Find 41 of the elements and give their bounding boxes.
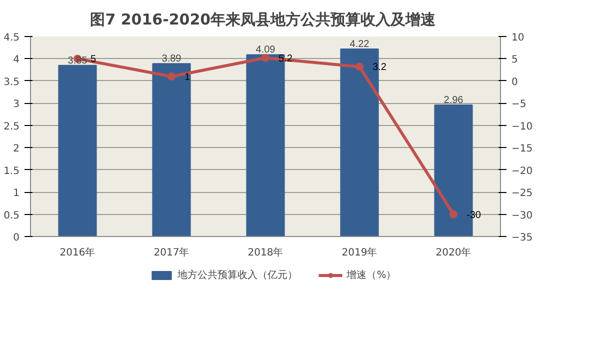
bar [152,63,191,236]
point [450,210,458,218]
legend-label: 地方公共预算收入（亿元） [178,268,298,282]
y-tick-label: 3 [13,99,20,110]
y2-tick-label: −5 [512,99,526,110]
y2-tick-label: −30 [512,210,533,222]
legend-label: 增速（%） [346,268,396,282]
y2-tick-label: −20 [512,166,533,177]
y2-tick-label: −25 [512,188,533,200]
data-label: 5 [90,54,96,66]
data-label: 4.09 [256,44,276,56]
bar [58,64,97,236]
y2-tick-label: 10 [512,32,524,44]
y-tick-label: 2 [13,144,20,155]
data-label: 4.22 [350,38,370,50]
y-tick-label: 1.5 [4,166,20,177]
data-label: -30 [466,210,482,221]
y-tick-label: 4 [13,54,20,66]
x-tick-label: 2016年 [60,246,96,258]
y2-tick-label: −15 [512,144,533,155]
y-tick-label: 1 [13,188,20,200]
y2-tick-label: 0 [512,76,518,88]
chart-title: 图7 2016-2020年来凤县地方公共预算收入及增速 [90,10,437,28]
x-tick-label: 2018年 [248,246,284,258]
y2-tick-label: −35 [512,232,533,244]
y-tick-label: 3.5 [4,76,20,88]
data-label: 1 [184,72,190,83]
data-label: 3.89 [162,54,182,65]
y-tick-label: 4.5 [4,32,20,44]
y-tick-label: 2.5 [4,121,20,132]
y2-tick-label: −10 [512,121,533,132]
y-tick-label: 0.5 [4,210,20,222]
point [356,62,364,71]
y-tick-label: 0 [13,232,20,244]
point [168,72,176,80]
data-label: 2.96 [444,94,464,106]
point [262,54,270,62]
y2-tick-label: 5 [512,54,518,66]
x-tick-label: 2017年 [154,246,190,258]
x-tick-label: 2019年 [342,246,378,258]
x-tick-label: 2020年 [436,246,472,258]
